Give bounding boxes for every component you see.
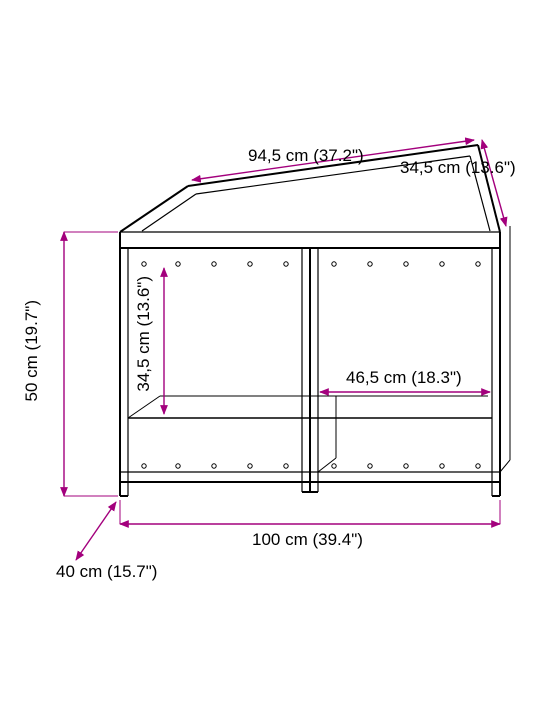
dim-height-total: 50 cm (19.7") [22,300,42,401]
dim-width-bottom: 100 cm (39.4") [252,530,363,550]
diagram-stage: 94,5 cm (37.2") 34,5 cm (13.6") 50 cm (1… [0,0,540,720]
dim-depth-bottom: 40 cm (15.7") [56,562,157,582]
dim-top-depth: 34,5 cm (13.6") [400,158,516,178]
dim-height-inner: 34,5 cm (13.6") [134,276,154,392]
dim-top-width: 94,5 cm (37.2") [248,146,364,166]
dim-shelf-width: 46,5 cm (18.3") [346,368,462,388]
furniture-svg [0,0,540,720]
dimension-lines [64,140,506,560]
furniture-lines [120,145,510,496]
